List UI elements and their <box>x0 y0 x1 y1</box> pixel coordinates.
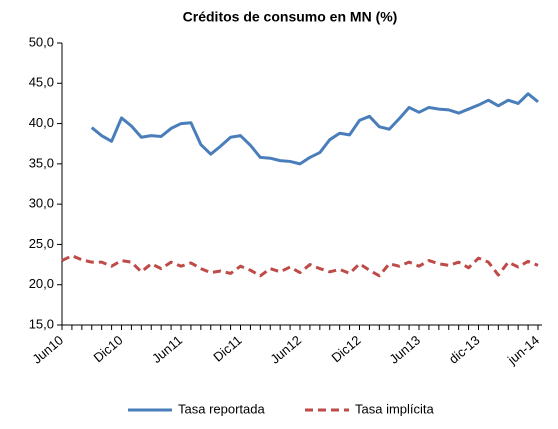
y-tick-label: 15,0 <box>29 316 54 331</box>
chart-title: Créditos de consumo en MN (%) <box>183 9 398 25</box>
x-tick-label: Jun13 <box>386 332 423 366</box>
x-tick-label: Jun10 <box>29 332 66 366</box>
x-tick-label: jun-14 <box>504 332 542 367</box>
x-tick-label: Jun12 <box>267 332 304 366</box>
x-tick-label: dic-13 <box>446 332 483 366</box>
legend-label: Tasa implícita <box>355 401 435 416</box>
x-tick-label: Jun11 <box>149 332 185 366</box>
y-tick-label: 30,0 <box>29 196 54 211</box>
series-line <box>90 92 539 166</box>
x-tick-label: Dic12 <box>329 332 364 365</box>
y-tick-label: 50,0 <box>29 34 54 49</box>
y-tick-label: 25,0 <box>29 236 54 251</box>
y-tick-label: 20,0 <box>29 276 54 291</box>
series-line <box>61 254 539 278</box>
x-tick-label: Dic10 <box>91 332 126 365</box>
x-tick-label: Dic11 <box>210 332 244 364</box>
legend-label: Tasa reportada <box>178 401 265 416</box>
y-tick-label: 40,0 <box>29 115 54 130</box>
y-tick-label: 45,0 <box>29 75 54 90</box>
y-tick-label: 35,0 <box>29 155 54 170</box>
